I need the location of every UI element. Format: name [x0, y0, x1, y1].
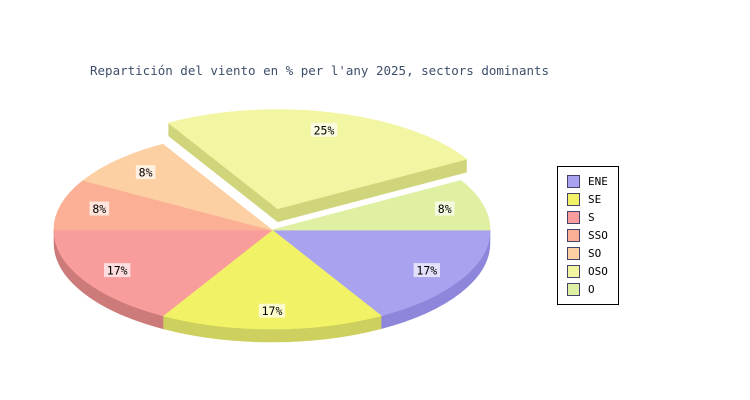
pie-slice-SE: [162, 229, 382, 330]
legend-swatch-SSO: [567, 229, 580, 242]
legend-item-ENE: ENE: [567, 175, 608, 188]
legend-label-SSO: SSO: [588, 229, 608, 242]
pie-slice-SSO: [53, 180, 273, 231]
pie-slice-label-OSO: 25%: [314, 123, 335, 137]
legend-item-O: O: [567, 283, 608, 296]
pie-slice-ENE: [270, 229, 491, 317]
pie-slice-label-bg-ENE: [413, 263, 440, 278]
legend-swatch-S: [567, 211, 580, 224]
pie-slice-label-SO: 8%: [139, 166, 153, 180]
pie-slice-SO: [82, 143, 273, 231]
legend-label-O: O: [588, 283, 595, 296]
legend-label-SO: SO: [588, 247, 602, 260]
chart-title: Repartición del viento en % per l'any 20…: [90, 63, 550, 78]
pie-slice-label-bg-OSO: [310, 122, 338, 137]
pie-slice-label-SSO: 8%: [92, 202, 106, 216]
legend-item-SO: SO: [567, 247, 608, 260]
pie-slice-S: [53, 229, 274, 317]
pie-slice-OSO: [167, 109, 468, 210]
pie-slice-label-O: 8%: [438, 202, 452, 216]
pie-slice-label-bg-SSO: [89, 201, 110, 216]
legend-label-ENE: ENE: [588, 175, 608, 188]
pie-slice-label-ENE: 17%: [416, 264, 437, 278]
pie-slice-label-bg-SO: [135, 165, 156, 180]
legend-item-S: S: [567, 211, 608, 224]
legend-swatch-OSO: [567, 265, 580, 278]
legend-swatch-ENE: [567, 175, 580, 188]
legend-swatch-SO: [567, 247, 580, 260]
legend-item-OSO: OSO: [567, 265, 608, 278]
pie-slice-label-SE: 17%: [262, 304, 283, 318]
legend-swatch-O: [567, 283, 580, 296]
pie-slice-label-bg-SE: [258, 303, 286, 318]
legend-label-OSO: OSO: [588, 265, 608, 278]
pie-slice-label-bg-O: [434, 201, 455, 216]
legend-item-SE: SE: [567, 193, 608, 206]
legend: ENE SE S SSO SO OSO O: [557, 166, 619, 305]
pie-slice-label-bg-S: [104, 263, 131, 278]
legend-label-SE: SE: [588, 193, 602, 206]
legend-label-S: S: [588, 211, 595, 224]
pie-slice-label-S: 17%: [107, 264, 128, 278]
legend-item-SSO: SSO: [567, 229, 608, 242]
legend-swatch-SE: [567, 193, 580, 206]
pie-slice-O: [271, 180, 491, 231]
